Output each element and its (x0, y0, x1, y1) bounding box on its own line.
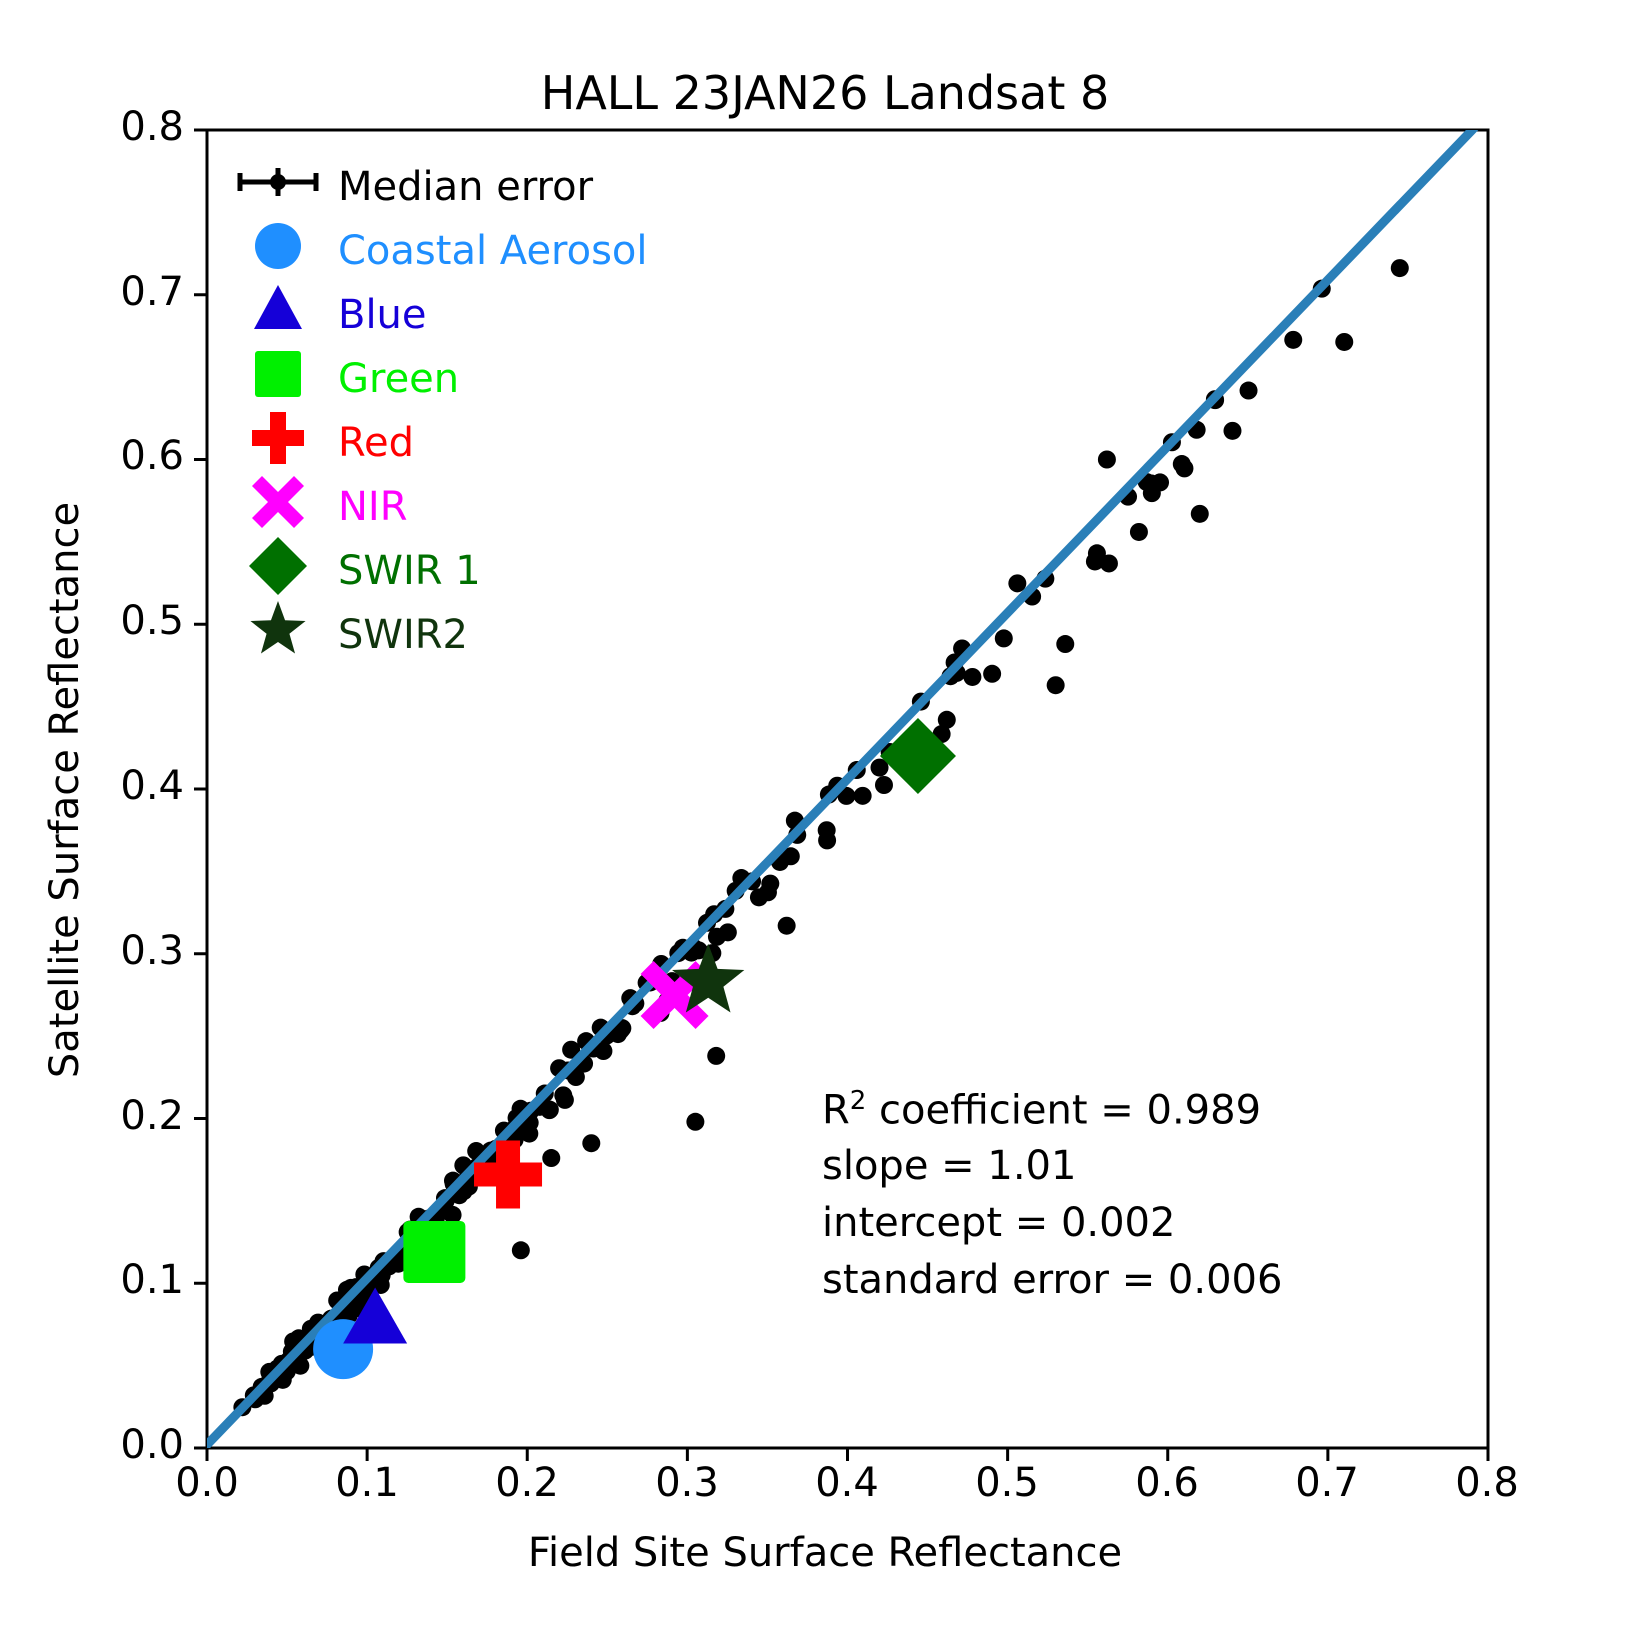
legend-marker-blue (254, 285, 302, 329)
xtick-label: 0.0 (175, 1460, 239, 1506)
ytick-label: 0.1 (120, 1257, 184, 1303)
xtick-label: 0.3 (655, 1460, 719, 1506)
legend-marker-coastal-aerosol (255, 223, 301, 269)
legend-label-blue: Blue (338, 292, 427, 338)
legend-label-median-error: Median error (338, 164, 594, 210)
chart-title: HALL 23JAN26 Landsat 8 (540, 66, 1110, 120)
y-axis-title: Satellite Surface Reflectance (42, 501, 88, 1079)
legend-label-red: Red (338, 420, 414, 466)
ytick-label: 0.6 (120, 433, 184, 479)
stat-r2-value: coefficient = 0.989 (866, 1087, 1262, 1134)
stat-standard-error: standard error = 0.006 (822, 1257, 1283, 1303)
xtick-label: 0.8 (1455, 1460, 1519, 1506)
ytick-label: 0.7 (120, 269, 184, 315)
stat-slope: slope = 1.01 (822, 1143, 1077, 1189)
stat-intercept: intercept = 0.002 (822, 1200, 1176, 1246)
xtick-label: 0.4 (815, 1460, 879, 1506)
band-mean-markers-layer (313, 718, 956, 1380)
legend-marker-nir (252, 476, 304, 528)
ytick-label: 0.2 (120, 1093, 184, 1139)
legend-marker-swir2 (250, 601, 306, 654)
ytick-label: 0.4 (120, 763, 184, 809)
xtick-label: 0.1 (335, 1460, 399, 1506)
legend-label-swir2: SWIR2 (338, 612, 468, 658)
legend-marker-green (255, 351, 301, 397)
stat-r2: R2 coefficient = 0.989 (822, 1086, 1261, 1133)
ytick-label: 0.5 (120, 598, 184, 644)
stat-r2-symbol: R (822, 1087, 850, 1134)
band-marker-red (474, 1140, 543, 1209)
stat-r2-exponent: 2 (849, 1086, 867, 1116)
x-axis-ticks (205, 1448, 1490, 1461)
legend-label-swir1: SWIR 1 (338, 548, 481, 594)
legend-label-green: Green (338, 356, 460, 402)
xtick-label: 0.7 (1295, 1460, 1359, 1506)
legend-marker-swir-1 (249, 537, 307, 595)
legend-marker-median-error (237, 168, 319, 196)
xtick-label: 0.6 (1135, 1460, 1199, 1506)
band-marker-green (403, 1220, 466, 1283)
band-marker-swir-1 (879, 718, 956, 795)
ytick-label: 0.3 (120, 928, 184, 974)
y-axis-ticks (194, 128, 207, 1450)
x-axis-title: Field Site Surface Reflectance (527, 1530, 1123, 1576)
band-marker-swir2 (672, 943, 745, 1013)
ytick-label: 0.0 (120, 1422, 184, 1468)
legend-label-coastal-aerosol: Coastal Aerosol (338, 228, 648, 274)
legend-label-nir: NIR (338, 484, 408, 530)
xtick-label: 0.5 (975, 1460, 1039, 1506)
ytick-label: 0.8 (120, 104, 184, 150)
xtick-label: 0.2 (495, 1460, 559, 1506)
legend-marker-red (252, 412, 304, 464)
band-marker-blue (343, 1287, 408, 1344)
legend-markers (237, 168, 319, 654)
